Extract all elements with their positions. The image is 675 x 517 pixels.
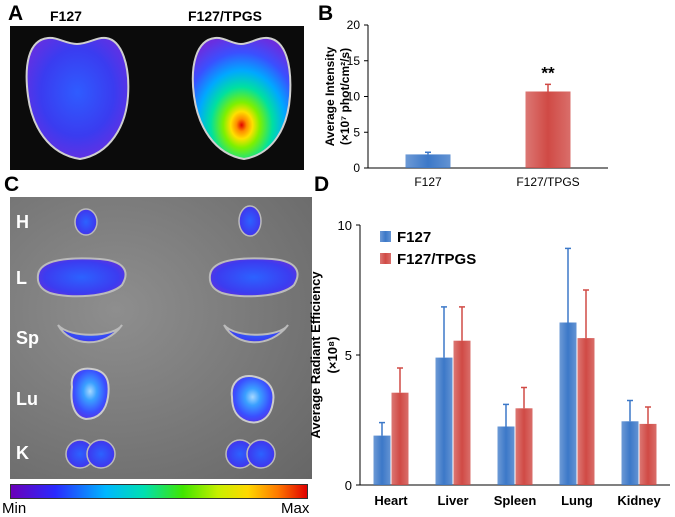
bar-f127-tpgs xyxy=(525,91,571,168)
organ-spleen-right xyxy=(223,324,289,344)
organ-liver-right xyxy=(208,257,299,298)
x-tick-label-spleen: Spleen xyxy=(494,493,537,508)
bar-spleen-f127-tpgs xyxy=(515,408,533,485)
organ-lung-left xyxy=(70,367,110,421)
brain-left xyxy=(25,36,130,161)
bar-f127 xyxy=(405,154,451,168)
significance-annotation: ** xyxy=(541,63,555,82)
y-axis-label-line1: Average Intensity xyxy=(323,46,337,146)
organ-heart-right xyxy=(238,205,262,237)
colorbar-max-label: Max xyxy=(281,500,310,517)
bar-kidney-f127-tpgs xyxy=(639,423,657,485)
bar-heart-f127-tpgs xyxy=(391,392,409,485)
bar-spleen-f127 xyxy=(497,426,515,485)
legend-label-1: F127/TPGS xyxy=(397,251,476,268)
y-tick-label-1: 5 xyxy=(353,125,360,139)
bar-lung-f127 xyxy=(559,322,577,485)
y-axis-label-line2: (×10⁸) xyxy=(325,337,340,374)
organ-images-svg xyxy=(36,205,299,469)
x-tick-label-kidney: Kidney xyxy=(617,493,661,508)
legend-label-0: F127 xyxy=(397,229,431,246)
panel-a-label-f127: F127 xyxy=(50,8,82,24)
organ-kidney-right-b xyxy=(246,439,276,469)
organ-kidney-left-b xyxy=(86,439,116,469)
organ-heart-left xyxy=(74,208,98,236)
bar-liver-f127 xyxy=(435,357,453,485)
organ-label-liver: L xyxy=(16,268,27,288)
organ-label-heart: H xyxy=(16,212,29,232)
y-tick-label-3: 15 xyxy=(347,54,361,68)
bar-kidney-f127 xyxy=(621,421,639,485)
colorbar xyxy=(10,484,308,499)
y-tick-label-1: 5 xyxy=(345,348,352,363)
x-tick-label-0: F127 xyxy=(414,175,442,189)
organ-fluorescence-image: H L Sp Lu K xyxy=(10,197,312,479)
y-tick-label-0: 0 xyxy=(353,161,360,175)
x-tick-label-1: F127/TPGS xyxy=(516,175,579,189)
bar-lung-f127-tpgs xyxy=(577,338,595,485)
panel-label-a: A xyxy=(8,2,24,25)
y-tick-label-4: 20 xyxy=(347,18,361,32)
brain-images-svg xyxy=(25,36,292,161)
bar-liver-f127-tpgs xyxy=(453,340,471,485)
panel-label-b: B xyxy=(318,2,334,25)
brain-fluorescence-image xyxy=(10,26,304,170)
y-axis-label-line2: (×10⁷ phot/cm²/s) xyxy=(338,48,352,145)
panel-label-c: C xyxy=(4,173,20,196)
y-tick-label-2: 10 xyxy=(338,218,352,233)
bar-heart-f127 xyxy=(373,435,391,485)
y-tick-label-0: 0 xyxy=(345,478,352,493)
organ-label-spleen: Sp xyxy=(16,328,40,348)
y-tick-label-2: 10 xyxy=(347,90,361,104)
organ-spleen-left xyxy=(57,324,123,344)
organ-label-kidney: K xyxy=(16,443,29,463)
x-tick-label-heart: Heart xyxy=(374,493,408,508)
organ-liver-left xyxy=(36,257,127,298)
chart-d: 0 5 10 Heart Liver Spleen Lung Kidney F127 F127/T… xyxy=(308,218,670,508)
y-axis-label-line1: Average Radiant Efficiency xyxy=(308,271,323,439)
legend-swatch-0 xyxy=(380,231,391,242)
legend-swatch-1 xyxy=(380,253,391,264)
x-tick-label-lung: Lung xyxy=(561,493,593,508)
panel-a-label-f127-tpgs: F127/TPGS xyxy=(188,8,262,24)
brain-right xyxy=(191,36,292,161)
colorbar-min-label: Min xyxy=(2,500,27,517)
organ-lung-right xyxy=(230,375,275,424)
chart-b: 0 5 10 15 20 F127 F127/TPGS ** Average Intensity… xyxy=(323,18,608,189)
organ-label-lung: Lu xyxy=(16,389,38,409)
panel-label-d: D xyxy=(314,173,330,196)
x-tick-label-liver: Liver xyxy=(437,493,468,508)
